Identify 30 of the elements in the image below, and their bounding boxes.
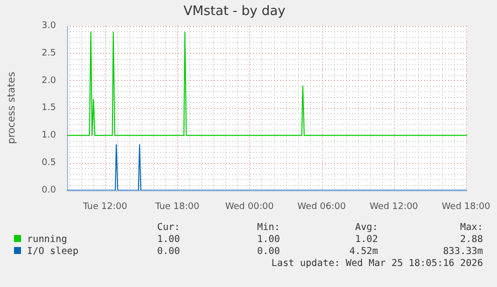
x-tick-label: Wed 00:00: [225, 202, 274, 212]
x-tick-label: Tue 12:00: [82, 202, 128, 212]
y-tick-label: 3.0: [42, 20, 56, 31]
text: 0.00: [157, 246, 180, 258]
y-tick-label: 0.5: [42, 158, 56, 168]
text: 1.00: [257, 234, 280, 246]
x-tick-label: Wed 06:00: [297, 202, 346, 212]
x-tick-label: Tue 18:00: [154, 202, 200, 212]
y-tick-label: 0.0: [42, 186, 56, 196]
x-tick-label: Wed 18:00: [442, 202, 490, 212]
text: Min:: [257, 222, 280, 234]
y-tick-label: 1.5: [42, 103, 56, 114]
text: Max:: [460, 222, 483, 234]
chart-title: VMstat - by day: [184, 4, 286, 20]
text: 1.00: [157, 234, 180, 246]
text: Avg:: [355, 222, 378, 234]
y-tick-label: 1.0: [42, 130, 56, 141]
text: 0.00: [257, 246, 280, 258]
y-tick-label: 2.5: [42, 48, 56, 58]
y-tick-label: 2.0: [42, 76, 56, 86]
text: 833.33m: [442, 246, 483, 258]
legend-label: I/O sleep: [27, 246, 78, 257]
text: 4.52m: [349, 246, 378, 258]
text: 1.02: [355, 234, 378, 246]
x-tick-label: Wed 12:00: [370, 202, 418, 212]
legend-label: running: [27, 234, 68, 245]
y-axis-title: process states: [6, 72, 18, 144]
text: Last update: Wed Mar 25 18:05:16 2026: [271, 258, 483, 270]
text: Cur:: [157, 222, 180, 234]
text: 2.88: [460, 234, 483, 246]
